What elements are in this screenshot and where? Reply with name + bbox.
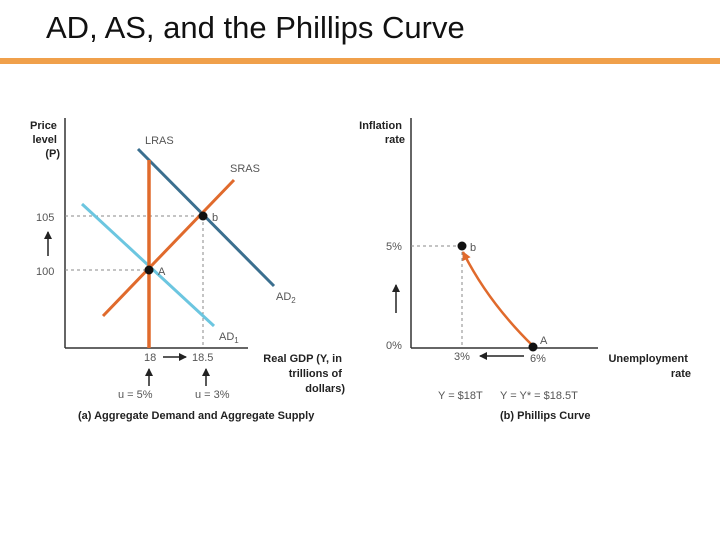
ad1-label-subscript: 1 (234, 336, 239, 345)
point-a-marker (144, 265, 154, 275)
panel-b-x-label-line: Unemployment (608, 353, 688, 365)
panel-a-caption: (a) Aggregate Demand and Aggregate Suppl… (78, 410, 315, 422)
panel-b-x-label-line: rate (671, 368, 691, 380)
panel-b-y-label-line: rate (385, 134, 405, 146)
y-tick-100: 100 (36, 266, 54, 278)
x-tick-18: 18 (144, 352, 156, 364)
ad1-label: AD1 (219, 331, 239, 345)
ad1-label-text: AD (219, 331, 234, 343)
x-tick-3pct: 3% (454, 351, 470, 363)
point-b-label: b (212, 212, 218, 224)
y-tick-0pct: 0% (386, 340, 402, 352)
panel-b-x-label: Unemployment rate (608, 353, 691, 380)
ad2-label: AD2 (276, 291, 296, 305)
u-left-label: u = 5% (118, 389, 153, 401)
output-left-label: Y = $18T (438, 390, 483, 402)
phillips-curve (461, 251, 534, 347)
panel-a-x-label-line: trillions of (289, 368, 343, 380)
sras-curve (101, 178, 236, 318)
panel-b-y-label-line: Inflation (359, 120, 402, 132)
panel-b: Inflation rate b A 5% 0% 3% 6% Unemploym… (359, 118, 691, 422)
panel-a-x-label-line: Real GDP (Y, in (263, 353, 342, 365)
point-a-label: A (158, 266, 166, 278)
point-b-marker (198, 211, 208, 221)
title-accent-rule (0, 58, 720, 64)
point-b-label: b (470, 242, 476, 254)
panel-a-y-label-line: level (32, 134, 56, 146)
ad2-label-subscript: 2 (291, 296, 296, 305)
panel-a-y-label: Price level (P) (30, 120, 60, 160)
panel-a-y-label-line: (P) (45, 148, 60, 160)
output-right-label: Y = Y* = $18.5T (500, 390, 578, 402)
panel-b-y-label: Inflation rate (359, 120, 405, 146)
x-tick-18-5: 18.5 (192, 352, 213, 364)
ad2-label-text: AD (276, 291, 291, 303)
panel-a-x-label-line: dollars) (305, 383, 345, 395)
sras-label: SRAS (230, 163, 260, 175)
lras-label: LRAS (145, 135, 174, 147)
y-tick-105: 105 (36, 212, 54, 224)
y-tick-5pct: 5% (386, 241, 402, 253)
panel-a: Price level (P) LRAS SRAS AD2 AD1 b A 10… (30, 118, 345, 422)
point-a-label: A (540, 335, 548, 347)
u-right-label: u = 3% (195, 389, 230, 401)
panel-b-caption: (b) Phillips Curve (500, 410, 590, 422)
point-a-marker (528, 342, 538, 352)
point-b-marker (457, 241, 467, 251)
x-tick-6pct: 6% (530, 353, 546, 365)
slide-title: AD, AS, and the Phillips Curve (46, 10, 465, 45)
panel-a-y-label-line: Price (30, 120, 57, 132)
panel-a-x-label: Real GDP (Y, in trillions of dollars) (263, 353, 345, 395)
